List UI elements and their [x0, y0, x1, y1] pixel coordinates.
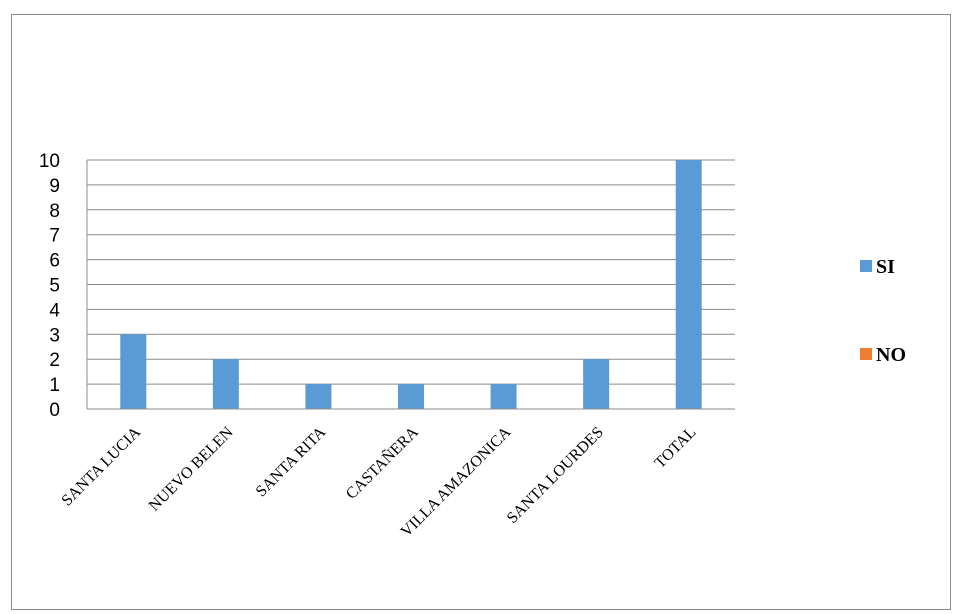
legend-label-no: NO	[876, 344, 906, 366]
x-category-label: CASTAÑERA	[342, 423, 422, 503]
bar-si-6	[675, 160, 702, 409]
y-axis-tick-labels: 0 1 2 3 4 5 6 7 8 9 10	[39, 151, 61, 421]
legend-label-si: SI	[876, 256, 895, 278]
y-tick-label: 3	[49, 325, 60, 346]
bar-si-0	[120, 334, 147, 409]
y-tick-label: 5	[49, 276, 60, 297]
x-axis-category-labels: SANTA LUCIA NUEVO BELEN SANTA RITA CASTAÑER…	[59, 423, 700, 541]
x-category-label: SANTA RITA	[253, 423, 330, 500]
y-tick-label: 8	[49, 201, 60, 222]
y-tick-label: 1	[49, 375, 60, 396]
x-category-label: NUEVO BELEN	[146, 423, 237, 514]
y-tick-label: 2	[49, 350, 60, 371]
bars	[120, 160, 702, 409]
legend: SI NO	[860, 256, 906, 366]
y-tick-label: 4	[49, 300, 60, 321]
y-tick-label: 6	[49, 251, 60, 272]
legend-swatch-si	[860, 260, 872, 272]
grid-lines	[87, 159, 735, 385]
x-category-label: SANTA LOURDES	[504, 424, 607, 527]
chart-frame	[11, 14, 951, 610]
bar-si-2	[305, 384, 332, 409]
y-tick-label: 7	[49, 226, 60, 247]
x-category-label: TOTAL	[652, 424, 700, 472]
axes	[86, 160, 735, 410]
bar-si-1	[212, 359, 239, 409]
y-tick-label: 9	[49, 176, 60, 197]
bar-si-3	[398, 384, 424, 409]
bar-si-4	[490, 384, 517, 409]
legend-swatch-no	[860, 348, 872, 360]
x-category-label: SANTA LUCIA	[59, 423, 145, 509]
y-tick-label: 10	[39, 151, 60, 172]
y-tick-label: 0	[49, 400, 60, 421]
bar-si-5	[583, 359, 610, 409]
